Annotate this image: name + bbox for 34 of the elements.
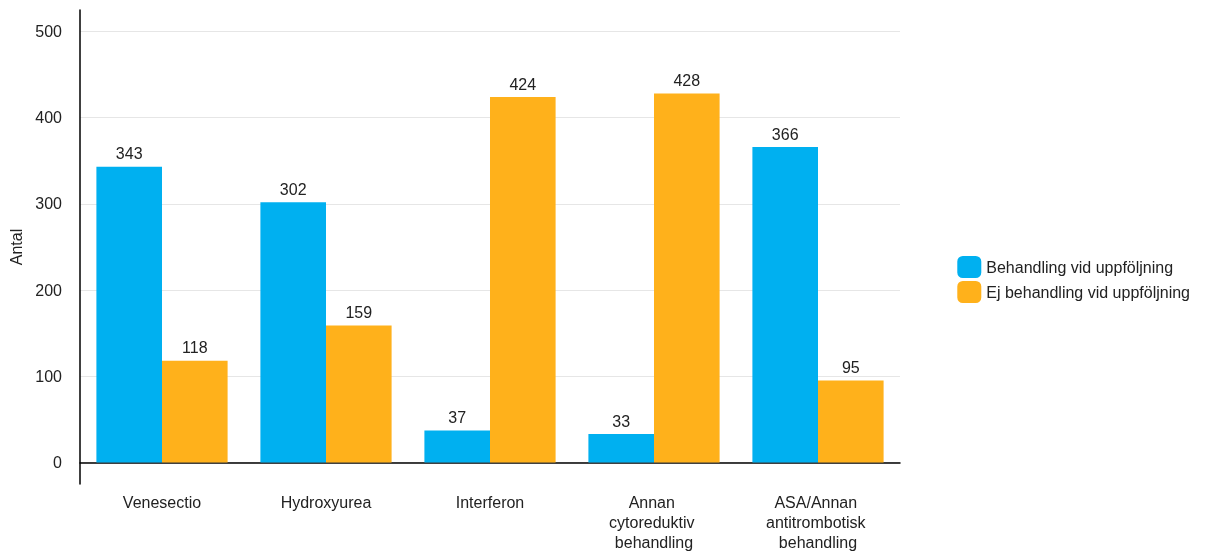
data-label: 302 [279,180,307,198]
bar [752,147,818,463]
bar [818,380,884,463]
data-label: 37 [448,409,467,427]
x-tick-label: Annan cytoreduktiv behandling [609,493,699,551]
x-tick-label: Hydroxyurea [280,493,372,511]
bar [260,202,326,463]
y-axis-title: Antal [7,228,25,266]
x-tick-label: ASA/Annan antitrombotisk behandling [765,493,871,551]
bar [490,97,556,463]
x-tick-label: Interferon [455,493,525,511]
bar [588,434,654,463]
data-label: 428 [673,72,701,90]
data-label: 95 [841,359,860,377]
data-label: 366 [771,125,799,143]
data-label: 159 [345,303,373,321]
bar [326,325,392,463]
bar [96,166,162,463]
y-tick-label: 200 [35,281,63,299]
y-tick-label: 100 [35,367,63,385]
x-tick-label: Venesectio [122,493,202,511]
bar [654,93,720,463]
y-tick-label: 500 [35,23,63,41]
legend-label: Behandling vid uppföljning [986,258,1174,276]
y-tick-label: 400 [35,109,63,127]
legend-label: Ej behandling vid uppföljning [986,283,1191,301]
y-tick-label: 0 [53,453,63,471]
bar [424,430,490,463]
bar [162,360,228,463]
data-label: 33 [612,412,631,430]
data-label: 118 [182,339,208,357]
y-tick-label: 300 [35,195,63,213]
data-label: 424 [509,75,537,93]
data-label: 343 [115,145,143,163]
